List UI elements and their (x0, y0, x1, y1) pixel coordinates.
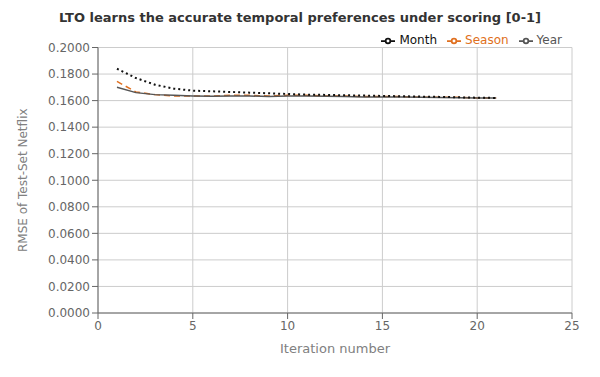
svg-text:0.0800: 0.0800 (48, 200, 90, 214)
svg-text:20: 20 (470, 319, 485, 333)
svg-text:0: 0 (94, 319, 102, 333)
svg-text:5: 5 (189, 319, 197, 333)
svg-text:RMSE of Test-Set Netflix: RMSE of Test-Set Netflix (16, 108, 30, 252)
svg-text:0.1600: 0.1600 (48, 94, 90, 108)
svg-text:0.2000: 0.2000 (48, 41, 90, 55)
svg-text:0.1800: 0.1800 (48, 67, 90, 81)
svg-text:0.0000: 0.0000 (48, 306, 90, 320)
svg-text:Iteration number: Iteration number (280, 341, 391, 356)
svg-text:0.1200: 0.1200 (48, 147, 90, 161)
svg-text:0.0600: 0.0600 (48, 227, 90, 241)
html-text:Year: Year (536, 33, 562, 47)
svg-text:10: 10 (280, 319, 295, 333)
html-text:Month: Month (399, 33, 437, 47)
html-text:LTO learns the accurate tempor: LTO learns the accurate temporal prefere… (59, 10, 541, 25)
svg-text:0.1400: 0.1400 (48, 120, 90, 134)
svg-text:0.0200: 0.0200 (48, 280, 90, 294)
svg-text:15: 15 (375, 319, 390, 333)
svg-text:0.1000: 0.1000 (48, 174, 90, 188)
html-text:Season: Season (465, 33, 509, 47)
svg-text:0.0400: 0.0400 (48, 253, 90, 267)
svg-text:25: 25 (564, 319, 579, 333)
